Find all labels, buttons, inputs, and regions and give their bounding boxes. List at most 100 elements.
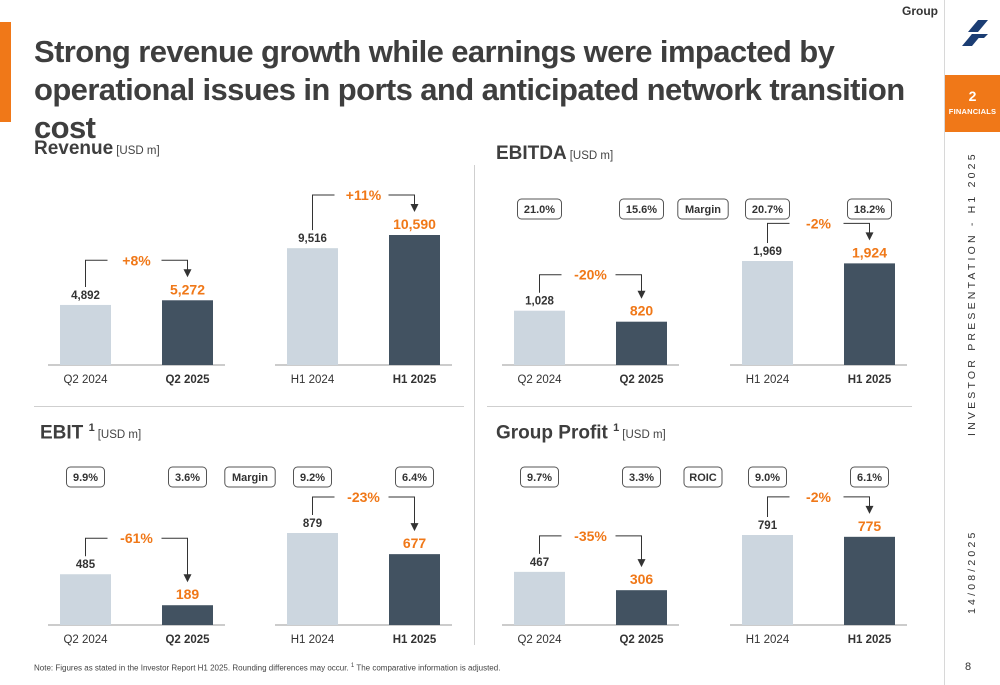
revenue-change-arrow-0 (183, 269, 192, 278)
ebitda-unit: [USD m] (569, 150, 614, 162)
ebit-change-connector-right-1 (388, 496, 415, 525)
group-profit-change-arrow-1 (865, 505, 874, 514)
group-profit-title-text: Group Profit (496, 422, 608, 444)
ebitda-metric-0-0: 21.0% (524, 204, 555, 216)
group-profit-change-connector-right-0 (615, 535, 642, 561)
revenue-change-connector-right-0 (161, 259, 188, 271)
revenue-value-label-0-0: 4,892 (71, 290, 100, 302)
divider-horizontal-left (34, 406, 464, 407)
ebit-bar-1-0 (287, 533, 338, 625)
ebit-metric-0-1: 3.6% (175, 472, 200, 484)
ebit-metric-0-1-box (168, 466, 207, 488)
group-profit-category-label-1-0: H1 2024 (746, 634, 790, 646)
page-title: Strong revenue growth while earnings wer… (34, 34, 905, 145)
ebit-metric-0-0-box (66, 466, 105, 488)
ebit-unit: [USD m] (97, 429, 142, 442)
ebitda-change-label-0: -20% (574, 267, 607, 283)
ebit-metric-label: Margin (232, 472, 268, 484)
group-profit-value-label-0-1: 306 (630, 571, 654, 587)
group-profit-metric-1-1-box (850, 466, 889, 488)
ebitda-value-label-1-0: 1,969 (753, 246, 782, 258)
footnote-text: Note: Figures as stated in the Investor … (34, 663, 351, 673)
accent-bar (0, 22, 11, 122)
revenue-change-connector-left-1 (312, 194, 335, 231)
ebitda-title-text: EBITDA (496, 143, 567, 164)
ebit-bar-0-0 (60, 574, 111, 625)
group-profit-metric-label: ROIC (689, 472, 717, 484)
ebitda-metric-1-0-box (745, 198, 790, 220)
revenue-change-label-1: +11% (346, 187, 382, 203)
ebitda-metric-1-1-box (847, 198, 892, 220)
ebitda-category-label-0-0: Q2 2024 (517, 374, 562, 386)
group-profit-unit: [USD m] (622, 429, 666, 442)
group-profit-change-connector-right-1 (843, 496, 870, 507)
revenue-category-label-0-1: Q2 2025 (165, 374, 210, 386)
group-profit-bar-0-1 (616, 590, 667, 625)
ebit-change-arrow-0 (183, 574, 192, 583)
group-profit-change-arrow-0 (637, 559, 646, 568)
ebitda-metric-0-1: 15.6% (626, 204, 657, 216)
revenue-bar-1-0 (287, 248, 338, 365)
ebitda-change-arrow-0 (637, 290, 646, 299)
group-label: Group (902, 4, 938, 18)
ebitda-metric-label: Margin (685, 204, 721, 216)
group-profit-category-label-0-0: Q2 2024 (517, 634, 562, 646)
footnote: Note: Figures as stated in the Investor … (34, 663, 500, 673)
group-profit-bar-1-1 (844, 536, 895, 625)
ebitda-value-label-0-0: 1,028 (525, 296, 554, 308)
ebitda-category-label-1-1: H1 2025 (848, 374, 892, 386)
divider-horizontal-right (487, 406, 912, 407)
group-profit-bar-0-0 (514, 571, 565, 625)
footnote-sup: 1 (350, 663, 355, 669)
ebitda-bar-1-0 (742, 261, 793, 365)
revenue-category-label-0-0: Q2 2024 (63, 374, 108, 386)
ebitda-bar-1-1 (844, 263, 895, 365)
ebit-bar-0-1 (162, 605, 213, 625)
group-profit-category-label-0-1: Q2 2025 (619, 634, 664, 646)
group-profit-metric-0-1-box (622, 466, 661, 488)
ebit-bar-1-1 (389, 554, 440, 625)
company-logo (962, 20, 988, 46)
ebit-metric-1-0: 9.2% (300, 472, 325, 484)
ebitda-value-label-0-1: 820 (630, 303, 654, 319)
revenue-unit: [USD m] (116, 145, 160, 157)
chapter-number: 2 (968, 88, 977, 104)
ebit-change-label-0: -61% (120, 530, 153, 546)
ebitda-metric-1-0: 20.7% (752, 204, 783, 216)
ebitda-metric-1-1: 18.2% (854, 204, 885, 216)
group-profit-value-label-1-1: 775 (858, 518, 882, 534)
group-profit-title-sup: 1 (613, 422, 620, 434)
ebitda-change-connector-right-0 (615, 274, 642, 292)
group-profit-change-label-0: -35% (574, 528, 607, 544)
ebit-change-label-1: -23% (347, 489, 380, 505)
group-profit-bar-1-0 (742, 535, 793, 625)
ebit-metric-label-box (224, 466, 276, 488)
ebitda-metric-label-box (677, 198, 729, 220)
ebitda-category-label-1-0: H1 2024 (746, 374, 790, 386)
group-profit-category-label-1-1: H1 2025 (848, 634, 892, 646)
revenue-value-label-1-0: 9,516 (298, 233, 327, 245)
revenue-change-connector-right-1 (388, 194, 415, 205)
group-profit-change-connector-left-1 (767, 496, 790, 517)
ebitda-bar-0-1 (616, 321, 667, 365)
ebit-change-connector-left-0 (85, 537, 108, 557)
ebitda-value-label-1-1: 1,924 (852, 244, 887, 260)
ebitda-change-connector-left-1 (767, 222, 790, 243)
chapter-marker[interactable]: 2 FINANCIALS (945, 75, 1000, 132)
group-profit-metric-1-1: 6.1% (857, 472, 882, 484)
ebitda-change-connector-right-1 (843, 222, 870, 234)
revenue-category-label-1-1: H1 2025 (393, 374, 437, 386)
ebit-title-text: EBIT (40, 422, 84, 444)
footnote-tail: The comparative information is adjusted. (354, 663, 501, 673)
group-profit-metric-0-1: 3.3% (629, 472, 654, 484)
revenue-value-label-0-1: 5,272 (170, 281, 205, 297)
ebit-title: EBIT 1[USD m] (40, 422, 141, 444)
group-profit-title: Group Profit 1[USD m] (496, 422, 666, 444)
ebit-value-label-0-1: 189 (176, 586, 200, 602)
ebitda-change-connector-left-0 (539, 274, 562, 293)
ebitda-bar-0-0 (514, 310, 565, 365)
revenue-change-arrow-1 (410, 204, 419, 212)
ebitda-change-arrow-1 (865, 232, 874, 241)
